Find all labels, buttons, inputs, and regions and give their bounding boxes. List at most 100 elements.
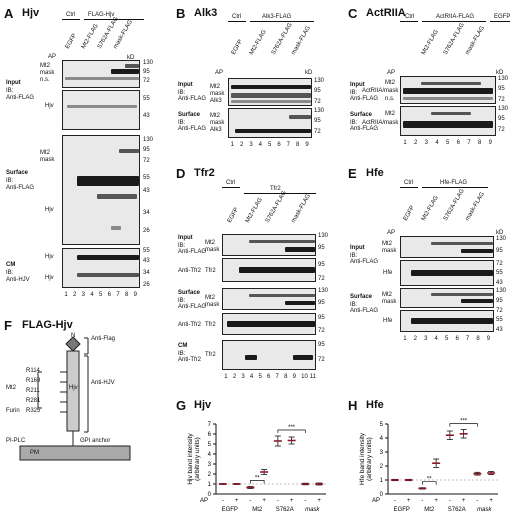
section-label: Surface	[350, 112, 373, 118]
lane-number: 4	[249, 374, 254, 380]
band-label: Tfr2	[205, 352, 216, 358]
panel-letter: C	[348, 6, 358, 21]
lane-number: 2	[240, 142, 244, 148]
band-label: Mt2	[210, 84, 221, 90]
lane-label: mask-FLAG	[464, 191, 487, 222]
lane-number: 8	[476, 336, 480, 342]
lane-number: 7	[275, 374, 279, 380]
lane-label: EGFP	[402, 204, 417, 222]
lane-number: 1	[64, 292, 68, 298]
group-label: Alk3-FLAG	[262, 14, 292, 20]
x-tick-label: -	[421, 498, 423, 504]
x-tick-label: -	[304, 498, 306, 504]
panel-letter: E	[348, 166, 357, 181]
section-label: Surface	[178, 112, 201, 118]
band-label: n.s.	[385, 96, 395, 102]
blot-surface	[400, 106, 496, 136]
lane-label: EGFP	[64, 32, 79, 50]
y-axis-label: (arbitrary units)	[366, 437, 373, 481]
y-tick-label: 5	[380, 422, 384, 428]
band-label: Mt2	[40, 150, 51, 156]
chart-hfe: 0 1 2 3 4 5 Hfe band intensity (arbitrary units…	[359, 419, 498, 513]
blot-input	[400, 76, 496, 104]
blot-input-hfe	[400, 260, 494, 286]
lane-label: mask-FLAG	[290, 25, 313, 56]
lane-label: mask-FLAG	[290, 193, 313, 224]
significance-label: **	[255, 476, 260, 482]
panel-title: FLAG-Hjv	[22, 319, 73, 331]
lane-label: S762A-FLAG	[442, 188, 466, 222]
band-label: mask	[40, 157, 55, 163]
panel-letter: B	[176, 6, 186, 21]
lane-number: 9	[133, 292, 137, 298]
lane-label: S762A-FLAG	[270, 22, 294, 56]
blot-input	[228, 78, 312, 106]
section-label: CM	[6, 262, 16, 268]
blot-input	[62, 60, 140, 88]
panel-letter: F	[4, 318, 12, 333]
section-label: Surface	[350, 294, 373, 300]
y-tick-label: 7	[208, 422, 212, 428]
lane-label: mask-FLAG	[464, 25, 487, 56]
x-tick-label: +	[290, 498, 294, 504]
panel-title: Tfr2	[194, 167, 215, 179]
band-label: Mt2	[205, 240, 216, 246]
lane-label: Mt2-FLAG	[244, 197, 264, 224]
y-tick-label: 4	[380, 436, 384, 442]
y-tick-label: 2	[380, 464, 384, 470]
group-label: Hfe-FLAG	[440, 180, 468, 186]
section-label: Surface	[178, 290, 201, 296]
group-label: mask	[305, 507, 320, 513]
band-label: ActRIIA/mask	[362, 120, 399, 126]
chart-hjv: 0 1 2 3 4 5 6 7 Hjv band intensity (arbitrary uni…	[187, 422, 326, 513]
diagram-label: Hjv	[69, 385, 78, 391]
section-label: Input	[6, 80, 21, 86]
band-label: Hfe	[383, 318, 393, 324]
ctrl-label: EGFP	[494, 14, 511, 20]
band-label: Mt2	[382, 292, 393, 298]
x-tick-label: -	[222, 498, 224, 504]
lane-number: 7	[467, 140, 471, 146]
lane-number: 3	[249, 142, 253, 148]
lane-label: Mt2-FLAG	[420, 195, 440, 222]
lane-number: 11	[309, 374, 316, 380]
diagram-label: PM	[30, 450, 39, 456]
group-label: EGFP	[222, 507, 238, 513]
band-label: Hjv	[45, 207, 54, 213]
x-tick-label: -	[277, 498, 279, 504]
lane-number: 2	[232, 374, 237, 380]
lane-number: 5	[446, 140, 450, 146]
y-axis-label: (arbitrary units)	[194, 437, 201, 481]
lane-label: EGFP	[230, 38, 245, 56]
panel-letter: D	[176, 166, 186, 181]
ctrl-label: Ctrl	[405, 14, 415, 20]
group-label: FLAG-Hjv	[88, 12, 115, 18]
band-label: n.s.	[40, 77, 50, 83]
band-label: Mt2	[210, 113, 221, 119]
y-tick-label: 1	[208, 482, 212, 488]
lane-number: 9	[292, 374, 296, 380]
band-label: mask	[40, 70, 55, 76]
lane-number: 8	[478, 140, 482, 146]
band-label: mask	[205, 247, 220, 253]
lane-number: 5	[258, 374, 262, 380]
y-tick-label: 6	[208, 432, 212, 438]
band-label: Mt2	[385, 111, 396, 117]
diagram-label: GPI anchor	[80, 438, 111, 444]
lane-number: 7	[286, 142, 290, 148]
band-label: Hjv	[45, 254, 54, 260]
lane-label: Mt2-FLAG	[248, 29, 268, 56]
band-label: Mt2	[385, 80, 396, 86]
diagram-label: Anti-HJV	[91, 380, 115, 386]
lane-label: S762A-FLAG	[442, 22, 466, 56]
lane-number: 7	[116, 292, 120, 298]
lane-number: 10	[301, 374, 308, 380]
band-label: mask	[382, 248, 397, 254]
y-axis-label: Hfe band intensity	[359, 432, 366, 485]
x-tick-label: +	[434, 498, 438, 504]
ctrl-label: Ctrl	[226, 180, 236, 186]
band-label: ActRIIA/mask	[362, 88, 399, 94]
lane-number: 9	[486, 336, 491, 342]
section-label: Input	[350, 245, 365, 251]
lane-number: 2	[413, 336, 417, 342]
